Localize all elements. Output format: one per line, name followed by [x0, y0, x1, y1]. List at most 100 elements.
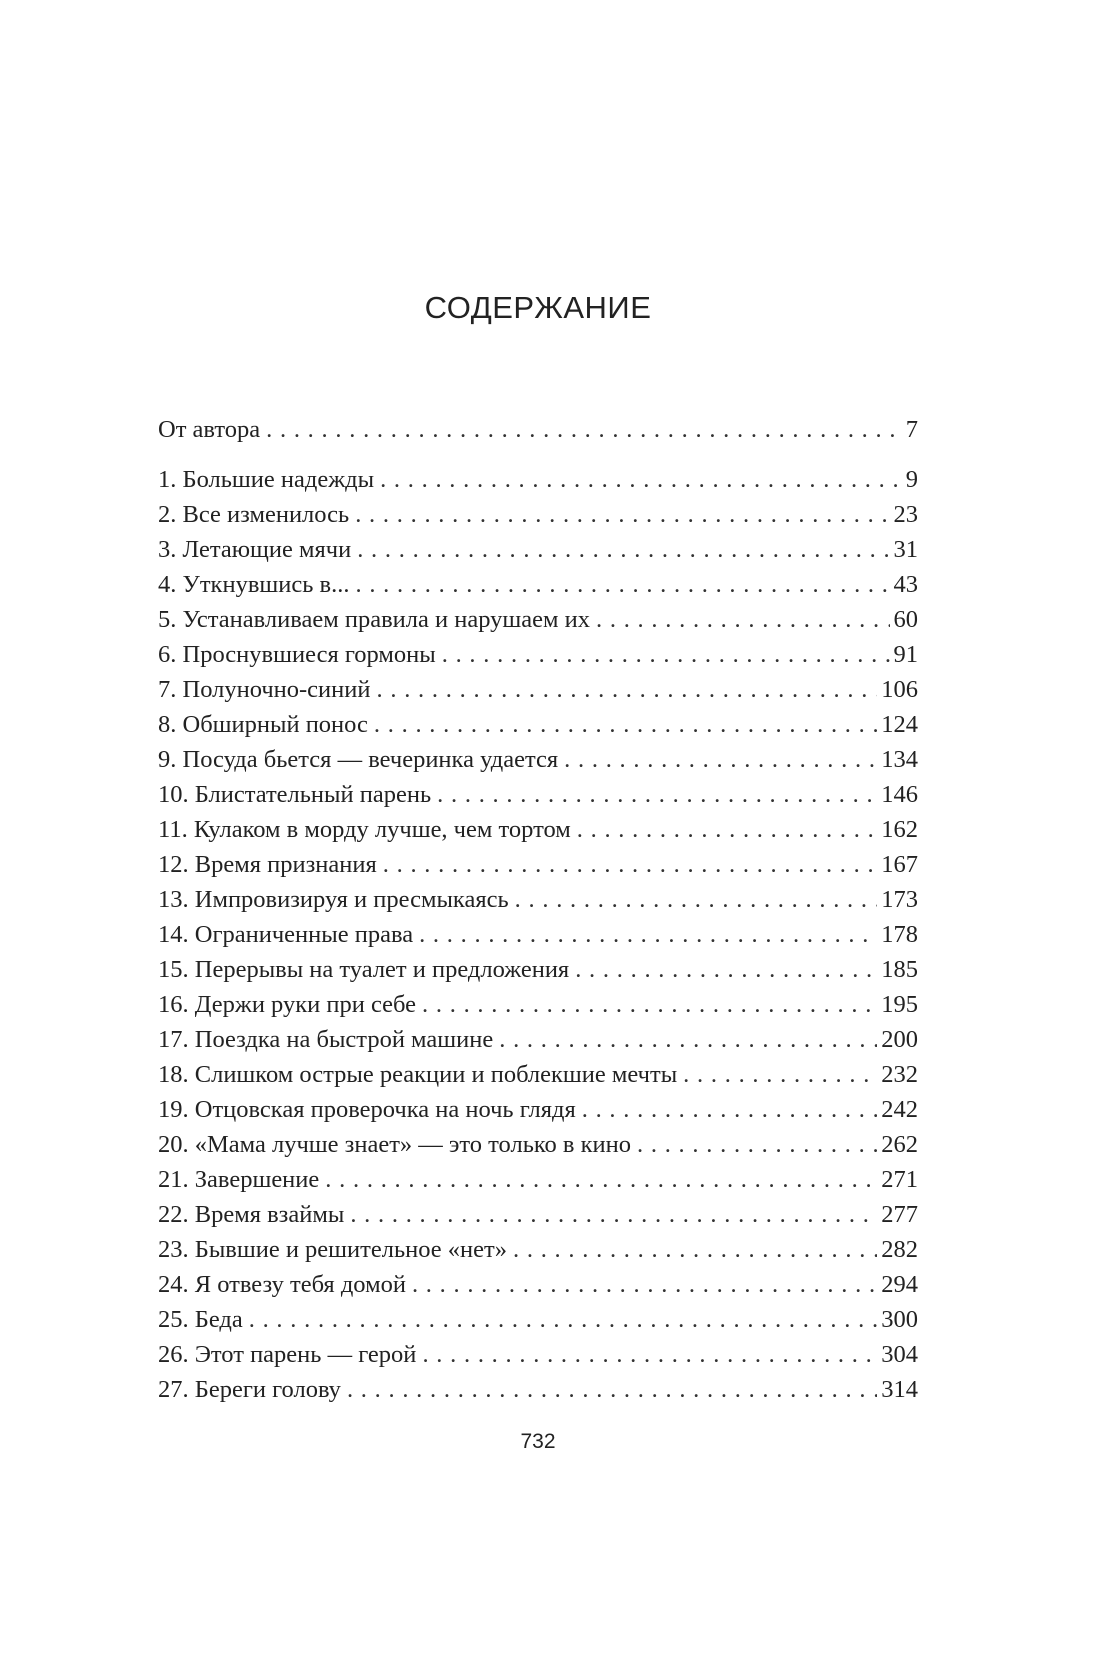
toc-entry-title: 24. Я отвезу тебя домой: [158, 1271, 406, 1298]
toc-entry: 14. Ограниченные права 178: [158, 917, 918, 952]
toc-entry: 11. Кулаком в морду лучше, чем тортом 162: [158, 812, 918, 847]
toc-entry-page: 200: [881, 1026, 918, 1053]
dot-leader: [596, 602, 890, 637]
toc-entry-page: 60: [893, 606, 919, 633]
dot-leader: [355, 497, 889, 532]
toc-entry-page: 185: [881, 956, 918, 983]
dot-leader: [422, 1337, 877, 1372]
toc-entry-title: 17. Поездка на быстрой машине: [158, 1026, 494, 1053]
dot-leader: [499, 1022, 877, 1057]
toc-entry-title: 12. Время признания: [158, 851, 377, 878]
dot-leader: [380, 462, 902, 497]
toc-entry-title: 23. Бывшие и решительное «нет»: [158, 1236, 507, 1263]
toc-entry-title: 25. Беда: [158, 1306, 243, 1333]
toc-entry: 24. Я отвезу тебя домой 294: [158, 1267, 918, 1302]
toc-entry: 22. Время взаймы 277: [158, 1197, 918, 1232]
toc-entry-title: 4. Уткнувшись в...: [158, 571, 350, 598]
toc-entry-title: От автора: [158, 416, 261, 443]
toc-entry-page: 91: [893, 641, 919, 668]
dot-leader: [515, 882, 878, 917]
toc-entry-title: 8. Обширный понос: [158, 711, 368, 738]
toc-entry-title: 21. Завершение: [158, 1166, 320, 1193]
toc-entry-title: 16. Держи руки при себе: [158, 991, 417, 1018]
toc-entry-page: 262: [881, 1131, 918, 1158]
toc-entry-title: 22. Время взаймы: [158, 1201, 345, 1228]
toc-entry-page: 173: [881, 886, 918, 913]
toc-entry-title: 1. Большие надежды: [158, 466, 375, 493]
dot-leader: [374, 707, 877, 742]
dot-leader: [637, 1127, 877, 1162]
dot-leader: [412, 1267, 877, 1302]
toc-entry-page: 314: [881, 1376, 918, 1403]
toc-entry-title: 7. Полуночно-синий: [158, 676, 371, 703]
dot-leader: [577, 812, 878, 847]
toc-entry-title: 19. Отцовская проверочка на ночь глядя: [158, 1096, 576, 1123]
toc-entry-title: 11. Кулаком в морду лучше, чем тортом: [158, 816, 571, 843]
toc-entry-title: 10. Блистательный парень: [158, 781, 432, 808]
toc-entry: 2. Все изменилось 23: [158, 497, 918, 532]
dot-leader: [325, 1162, 877, 1197]
toc-entry: 5. Устанавливаем правила и нарушаем их 60: [158, 602, 918, 637]
toc-entry-page: 232: [881, 1061, 918, 1088]
toc-entry-title: 26. Этот парень — герой: [158, 1341, 417, 1368]
toc-entry: 23. Бывшие и решительное «нет» 282: [158, 1232, 918, 1267]
toc-entry: 10. Блистательный парень 146: [158, 777, 918, 812]
toc-entry-page: 195: [881, 991, 918, 1018]
toc-entry: 1. Большие надежды 9: [158, 462, 918, 497]
toc-entry-title: 15. Перерывы на туалет и предложения: [158, 956, 570, 983]
toc-entry-page: 167: [881, 851, 918, 878]
dot-leader: [249, 1302, 878, 1337]
dot-leader: [419, 917, 877, 952]
toc-entry-title: 2. Все изменилось: [158, 501, 350, 528]
toc-entry-page: 304: [881, 1341, 918, 1368]
dot-leader: [266, 412, 902, 447]
toc-entry-page: 294: [881, 1271, 918, 1298]
dot-leader: [383, 847, 878, 882]
toc-entry-title: 5. Устанавливаем правила и нарушаем их: [158, 606, 590, 633]
toc-entry-page: 271: [881, 1166, 918, 1193]
toc-entry-title: 3. Летающие мячи: [158, 536, 352, 563]
toc-entry-page: 23: [893, 501, 919, 528]
toc-entry: 25. Беда 300: [158, 1302, 918, 1337]
toc-entry-title: 9. Посуда бьется — вечеринка удается: [158, 746, 559, 773]
toc-entry: 17. Поездка на быстрой машине 200: [158, 1022, 918, 1057]
toc-entry: 4. Уткнувшись в... 43: [158, 567, 918, 602]
toc-entry-page: 124: [881, 711, 918, 738]
page-number: 732: [520, 1430, 556, 1453]
dot-leader: [513, 1232, 877, 1267]
toc-entry-title: 27. Береги голову: [158, 1376, 341, 1403]
toc-entry: 19. Отцовская проверочка на ночь глядя 24…: [158, 1092, 918, 1127]
toc-entry: 26. Этот парень — герой 304: [158, 1337, 918, 1372]
toc-entry-page: 106: [881, 676, 918, 703]
dot-leader: [437, 777, 877, 812]
page-title: СОДЕРЖАНИЕ: [424, 290, 652, 325]
toc-entry: 7. Полуночно-синий 106: [158, 672, 918, 707]
toc-entry-title: 18. Слишком острые реакции и поблекшие м…: [158, 1061, 678, 1088]
toc-entry: 21. Завершение 271: [158, 1162, 918, 1197]
toc-entry: 27. Береги голову 314: [158, 1372, 918, 1407]
dot-leader: [357, 532, 889, 567]
dot-leader: [377, 672, 878, 707]
toc-entry-title: 13. Импровизируя и пресмыкаясь: [158, 886, 509, 913]
table-of-contents: От автора 7 1. Большие надежды 9 2. Все изме…: [158, 412, 918, 1407]
toc-entry: 16. Держи руки при себе 195: [158, 987, 918, 1022]
toc-entry: 8. Обширный понос 124: [158, 707, 918, 742]
toc-entry-page: 300: [881, 1306, 918, 1333]
toc-entry: 12. Время признания 167: [158, 847, 918, 882]
toc-entry-title: 6. Проснувшиеся гормоны: [158, 641, 436, 668]
toc-entry-page: 178: [881, 921, 918, 948]
toc-entry-page: 134: [881, 746, 918, 773]
toc-entry-page: 146: [881, 781, 918, 808]
dot-leader: [347, 1372, 877, 1407]
toc-entry: От автора 7: [158, 412, 918, 447]
toc-entry: 15. Перерывы на туалет и предложения 185: [158, 952, 918, 987]
toc-entry: 18. Слишком острые реакции и поблекшие м…: [158, 1057, 918, 1092]
toc-entry-page: 277: [881, 1201, 918, 1228]
dot-leader: [564, 742, 877, 777]
toc-entry-title: 14. Ограниченные права: [158, 921, 414, 948]
dot-leader: [422, 987, 877, 1022]
toc-entry-page: 43: [893, 571, 919, 598]
dot-leader: [575, 952, 877, 987]
dot-leader: [355, 567, 889, 602]
toc-entry: 6. Проснувшиеся гормоны 91: [158, 637, 918, 672]
